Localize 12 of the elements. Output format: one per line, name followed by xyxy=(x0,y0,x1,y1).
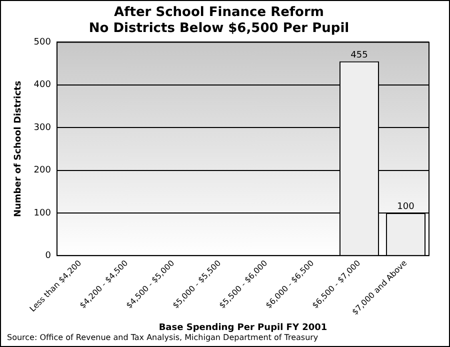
y-tick-label: 100 xyxy=(34,208,52,218)
y-tick-label: 400 xyxy=(34,80,52,90)
source-note: Source: Office of Revenue and Tax Analysis, Michigan Department of Treasury xyxy=(6,333,320,342)
y-tick-label: 300 xyxy=(34,122,52,133)
x-axis-title: Base Spending Per Pupil FY 2001 xyxy=(158,322,328,333)
y-tick-label: 0 xyxy=(45,250,52,261)
data-label: 100 xyxy=(397,202,415,212)
chart-title: After School Finance Reform No Districts Below $6,500 Per Pupil xyxy=(88,5,350,36)
y-axis-title: Number of School Districts xyxy=(14,80,24,218)
y-tick-label: 200 xyxy=(34,166,52,176)
y-tick-label: 500 xyxy=(34,38,52,48)
data-label: 455 xyxy=(350,50,368,60)
